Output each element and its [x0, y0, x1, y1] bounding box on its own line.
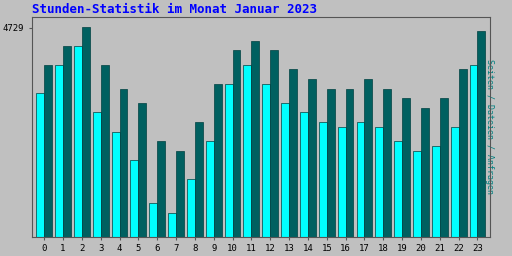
Bar	[44, 65, 52, 256]
Bar	[451, 127, 459, 256]
Bar	[157, 141, 165, 256]
Bar	[176, 151, 184, 256]
Y-axis label: Seiten / Dateien / Anfragen: Seiten / Dateien / Anfragen	[485, 59, 494, 194]
Bar	[421, 108, 429, 256]
Bar	[327, 89, 335, 256]
Bar	[214, 84, 222, 256]
Bar	[375, 127, 383, 256]
Bar	[440, 98, 447, 256]
Bar	[150, 203, 157, 256]
Text: Stunden-Statistik im Monat Januar 2023: Stunden-Statistik im Monat Januar 2023	[32, 3, 317, 16]
Bar	[225, 84, 232, 256]
Bar	[356, 122, 365, 256]
Bar	[63, 46, 71, 256]
Bar	[478, 31, 485, 256]
Bar	[251, 41, 259, 256]
Bar	[244, 65, 251, 256]
Bar	[36, 93, 44, 256]
Bar	[101, 65, 109, 256]
Bar	[206, 141, 214, 256]
Bar	[131, 160, 138, 256]
Bar	[319, 122, 327, 256]
Bar	[74, 46, 82, 256]
Bar	[82, 27, 90, 256]
Bar	[470, 65, 478, 256]
Bar	[119, 89, 127, 256]
Bar	[168, 213, 176, 256]
Bar	[270, 50, 278, 256]
Bar	[93, 112, 101, 256]
Bar	[346, 89, 353, 256]
Bar	[187, 179, 195, 256]
Bar	[365, 79, 372, 256]
Bar	[262, 84, 270, 256]
Bar	[138, 103, 146, 256]
Bar	[55, 65, 63, 256]
Bar	[432, 146, 440, 256]
Bar	[413, 151, 421, 256]
Bar	[300, 112, 308, 256]
Bar	[338, 127, 346, 256]
Bar	[402, 98, 410, 256]
Bar	[232, 50, 241, 256]
Bar	[308, 79, 316, 256]
Bar	[195, 122, 203, 256]
Bar	[112, 132, 119, 256]
Bar	[289, 69, 297, 256]
Bar	[383, 89, 391, 256]
Bar	[394, 141, 402, 256]
Bar	[281, 103, 289, 256]
Bar	[459, 69, 466, 256]
